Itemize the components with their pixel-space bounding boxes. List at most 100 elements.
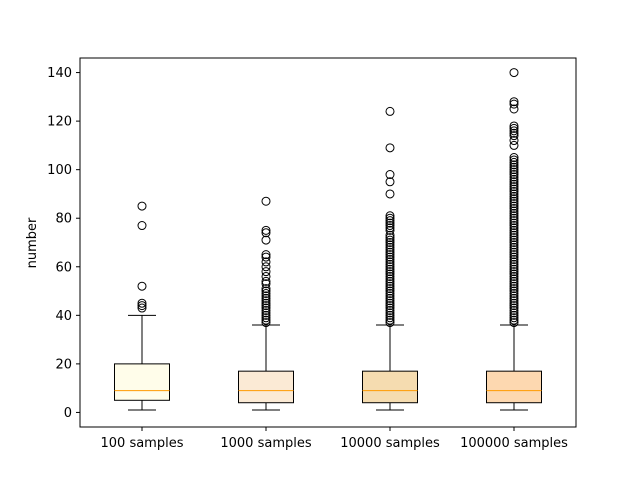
outlier-point [385, 288, 395, 298]
outlier-point [509, 208, 519, 218]
outlier-point [509, 228, 519, 238]
outlier-point [385, 284, 395, 294]
outlier-point [509, 121, 519, 131]
outlier-point [509, 140, 519, 150]
outlier-point [385, 233, 395, 243]
outlier-point [509, 264, 519, 274]
outlier-point [509, 68, 519, 78]
outlier-point [509, 99, 519, 109]
outlier-point [509, 194, 519, 204]
outlier-point [385, 271, 395, 281]
outlier-point [509, 155, 519, 165]
outlier-point [261, 286, 271, 296]
outlier-point [385, 318, 395, 328]
x-tick-label: 100 samples [101, 436, 184, 451]
outlier-point [509, 162, 519, 172]
outlier-point [137, 281, 147, 291]
outlier-point [509, 238, 519, 247]
outlier-point [261, 276, 271, 286]
outlier-point [385, 303, 395, 313]
outlier-point [261, 301, 271, 311]
outlier-point [509, 97, 519, 107]
outlier-point [261, 293, 271, 303]
outlier-point [261, 315, 271, 325]
outlier-point [385, 230, 395, 240]
outlier-point [385, 259, 395, 269]
outlier-point [509, 318, 519, 328]
outlier-point [385, 310, 395, 320]
outlier-point [509, 170, 519, 180]
outlier-point [261, 257, 271, 267]
outlier-point [261, 288, 271, 298]
outlier-point [385, 252, 395, 262]
outlier-point [509, 267, 519, 277]
outlier-point [509, 274, 519, 284]
outlier-point [509, 223, 519, 233]
y-tick-label: 80 [55, 212, 72, 227]
outlier-point [509, 281, 519, 291]
y-tick-label: 100 [47, 163, 72, 178]
outlier-point [509, 160, 519, 170]
outlier-point [509, 189, 519, 199]
outlier-point [385, 170, 395, 180]
outlier-point [261, 303, 271, 313]
outlier-point [261, 250, 271, 260]
outlier-point [261, 308, 271, 318]
outlier-point [509, 230, 519, 240]
outlier-point [261, 284, 271, 294]
outlier-point [385, 267, 395, 277]
outlier-point [261, 252, 271, 262]
outlier-point [509, 128, 519, 138]
y-axis-label: number [25, 217, 40, 268]
outlier-point [385, 298, 395, 308]
outlier-point [509, 284, 519, 294]
outlier-point [509, 286, 519, 296]
outlier-point [261, 279, 271, 289]
outlier-point [509, 313, 519, 323]
plot-area: 0 20 40 60 80 100 120 140 100 samples 1000 sample… [47, 57, 577, 451]
outlier-point [509, 104, 519, 114]
outlier-point [137, 301, 147, 311]
outlier-point [509, 199, 519, 209]
outlier-point [509, 201, 519, 211]
outlier-point [509, 216, 519, 226]
outlier-point [509, 252, 519, 262]
outlier-point [385, 257, 395, 267]
outlier-point [385, 254, 395, 264]
outlier-point [261, 296, 271, 306]
box [362, 370, 418, 404]
outlier-point [385, 315, 395, 325]
outlier-point [509, 279, 519, 289]
outlier-point [509, 157, 519, 167]
outlier-point [509, 288, 519, 298]
outlier-point [385, 296, 395, 306]
outlier-point [509, 245, 519, 255]
outlier-point [385, 242, 395, 252]
outlier-point [509, 235, 519, 245]
outlier-point [509, 218, 519, 228]
outlier-point [385, 213, 395, 223]
outlier-point [509, 172, 519, 182]
outlier-point [509, 276, 519, 286]
outlier-point [509, 174, 519, 184]
outlier-point [385, 279, 395, 289]
outlier-point [509, 131, 519, 141]
outlier-point [385, 281, 395, 291]
outlier-point [509, 242, 519, 252]
outlier-point [385, 293, 395, 303]
outlier-point [385, 221, 395, 231]
outlier-point [509, 204, 519, 214]
outlier-point [385, 238, 395, 247]
outlier-point [385, 250, 395, 260]
outlier-point [385, 276, 395, 286]
outlier-point [509, 301, 519, 311]
outlier-point [261, 235, 271, 245]
outlier-point [509, 257, 519, 267]
outlier-point [385, 269, 395, 279]
outlier-point [261, 196, 271, 206]
outlier-point [137, 201, 147, 211]
outlier-point [385, 313, 395, 323]
axes-frame [79, 57, 577, 428]
outlier-point [261, 310, 271, 320]
outlier-point [509, 182, 519, 192]
